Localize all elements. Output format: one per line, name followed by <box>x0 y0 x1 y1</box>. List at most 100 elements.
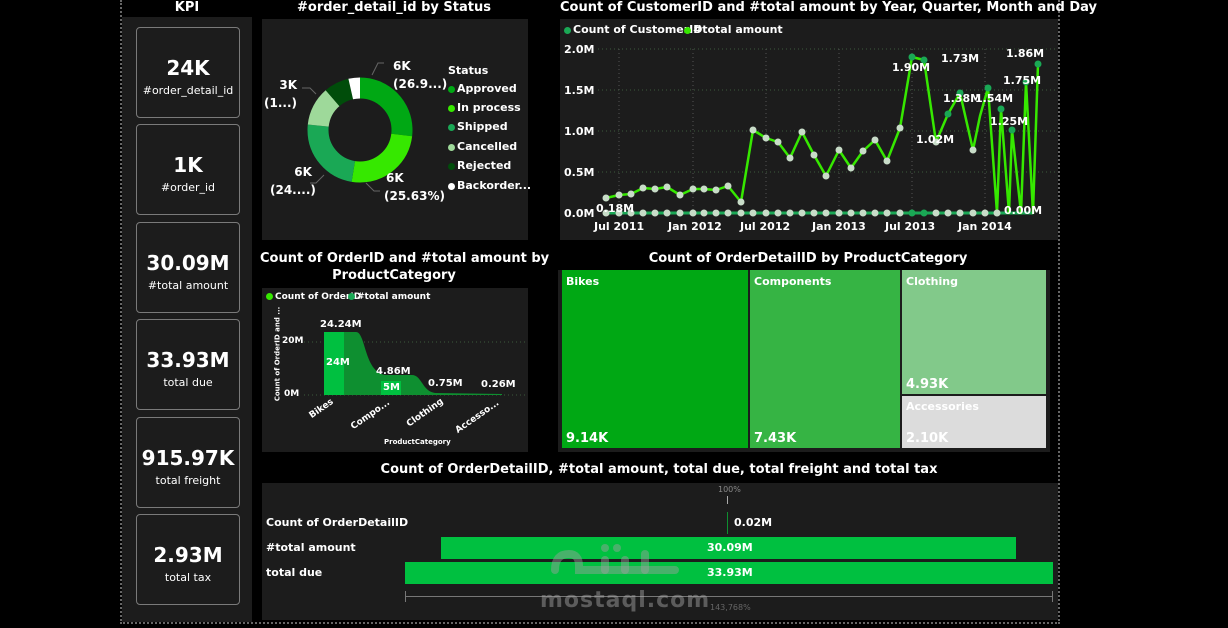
treemap-tile-bikes[interactable]: Bikes 9.14K <box>562 270 748 448</box>
data-label: 5M <box>383 382 400 393</box>
area-chart-plot[interactable] <box>262 288 528 452</box>
legend-label: Count of CustomerID <box>573 23 703 36</box>
donut-label-cancelled: 3K (1...) <box>264 76 297 112</box>
area-visual[interactable]: Count of OrderID and #total amount by Pr… <box>260 248 550 454</box>
donut-visual[interactable]: #order_detail_id by Status 6K (26.9... <box>260 0 531 240</box>
legend-rejected[interactable]: Rejected <box>448 159 511 172</box>
label-pct: (26.9...) <box>393 77 448 91</box>
kpi-card-total-tax[interactable]: 2.93M total tax <box>136 514 240 605</box>
bars-top-axis: 100% <box>718 485 741 494</box>
bars-range-start <box>405 591 406 602</box>
kpi-label: #order_id <box>160 181 216 194</box>
donut-chart[interactable] <box>262 19 528 240</box>
kpi-card-order-id[interactable]: 1K #order_id <box>136 124 240 215</box>
treemap-title: Count of OrderDetailID by ProductCategor… <box>648 251 968 266</box>
kpi-card-total-freight[interactable]: 915.97K total freight <box>136 417 240 508</box>
y-tick: 0.0M <box>564 207 595 220</box>
legend-dot-icon <box>448 182 455 190</box>
kpi-label: total due <box>163 376 213 389</box>
kpi-panel: KPI 24K #order_detail_id 1K #order_id 30… <box>122 0 252 622</box>
bars-panel: 100% Count of OrderDetailID #total amoun… <box>262 483 1058 620</box>
legend-in-process[interactable]: In process <box>448 101 521 114</box>
donut-title: #order_detail_id by Status <box>297 0 491 15</box>
bar-value: 30.09M <box>707 541 753 554</box>
bar-total-amount[interactable] <box>441 537 1016 559</box>
kpi-label: total tax <box>164 571 212 584</box>
bars-range-line <box>405 596 1053 597</box>
treemap-tile-clothing[interactable]: Clothing 4.93K <box>902 270 1046 394</box>
label-pct: (25.63%) <box>384 189 445 203</box>
label-value: 6K <box>386 171 404 185</box>
annotation: 0.18M <box>596 202 635 215</box>
bar-row-label: total due <box>266 566 323 579</box>
kpi-value: 33.93M <box>146 348 230 372</box>
legend-dot-icon <box>448 123 455 131</box>
line-legend-customer[interactable]: Count of CustomerID <box>564 23 702 36</box>
kpi-card-order-detail-id[interactable]: 24K #order_detail_id <box>136 27 240 118</box>
donut-label-approved: 6K (26.9...) <box>393 57 447 93</box>
bar-order-detail-id[interactable] <box>727 512 728 534</box>
tile-label: Bikes <box>566 275 600 288</box>
line-legend-amount[interactable]: #total amount <box>684 23 783 36</box>
dashboard-canvas: KPI 24K #order_detail_id 1K #order_id 30… <box>120 0 1097 624</box>
x-tick: Jan 2013 <box>812 220 866 233</box>
area-legend-orderid[interactable]: Count of OrderID <box>266 292 361 302</box>
area-title-line1: Count of OrderID and #total amount by <box>260 251 550 266</box>
legend-dot-icon <box>448 104 455 112</box>
legend-dot-icon <box>564 26 571 34</box>
x-tick: Jul 2011 <box>594 220 645 233</box>
kpi-card-total-due[interactable]: 33.93M total due <box>136 319 240 410</box>
bar-total-due[interactable] <box>405 562 1053 584</box>
legend-label: Rejected <box>457 159 512 172</box>
area-panel: Count of OrderID #total amount Count of … <box>262 288 528 452</box>
kpi-label: total freight <box>155 474 221 487</box>
annotation: 1.75M <box>1003 74 1042 87</box>
treemap-panel: Bikes 9.14K Components 7.43K Clothing 4.… <box>558 270 1050 452</box>
legend-backorder[interactable]: Backorder... <box>448 179 531 192</box>
y-tick: 0M <box>284 389 300 399</box>
area-legend-amount[interactable]: #total amount <box>348 292 430 302</box>
legend-approved[interactable]: Approved <box>448 82 517 95</box>
legend-label: In process <box>457 101 521 114</box>
tile-value: 2.10K <box>906 431 949 446</box>
line-title: Count of CustomerID and #total amount by… <box>560 0 1097 15</box>
label-value: 3K <box>279 78 297 92</box>
legend-dot-icon <box>448 162 455 170</box>
kpi-value: 24K <box>166 56 210 80</box>
kpi-card-total-amount[interactable]: 30.09M #total amount <box>136 222 240 313</box>
treemap-tile-accessories[interactable]: Accessories 2.10K <box>902 396 1046 448</box>
data-label: 0.26M <box>481 379 516 390</box>
donut-label-shipped: 6K (24....) <box>270 163 316 199</box>
label-value: 6K <box>393 59 411 73</box>
kpi-title: KPI <box>174 0 200 15</box>
bars-bottom-axis: 143,768% <box>710 603 751 612</box>
legend-cancelled[interactable]: Cancelled <box>448 140 517 153</box>
bars-visual[interactable]: Count of OrderDetailID, #total amount, t… <box>260 460 1058 622</box>
x-tick: Jan 2014 <box>958 220 1012 233</box>
line-visual[interactable]: Count of CustomerID and #total amount by… <box>560 0 1097 240</box>
donut-panel: 6K (26.9...) 6K (25.63%) 6K (24....) 3K … <box>262 19 531 240</box>
kpi-value: 30.09M <box>146 251 230 275</box>
bars-100pct-tick <box>727 496 728 504</box>
legend-label: Count of OrderID <box>275 292 362 302</box>
label-pct: (24....) <box>270 183 316 197</box>
watermark-logo-icon <box>551 544 679 574</box>
line-chart-plot[interactable] <box>560 19 1058 240</box>
data-label: 24M <box>326 357 350 368</box>
treemap-tile-components[interactable]: Components 7.43K <box>750 270 900 448</box>
legend-dot-icon <box>684 26 691 34</box>
legend-dot-icon <box>348 293 355 300</box>
x-tick: Jul 2013 <box>885 220 936 233</box>
annotation: 1.86M <box>1006 47 1045 60</box>
bar-row-label: Count of OrderDetailID <box>266 516 409 529</box>
x-tick: Jul 2012 <box>740 220 791 233</box>
watermark-text: mostaql.com <box>540 588 711 613</box>
area-title-line2: ProductCategory <box>332 268 456 283</box>
annotation: 1.54M <box>975 92 1014 105</box>
y-tick: 0.5M <box>564 166 595 179</box>
legend-shipped[interactable]: Shipped <box>448 120 508 133</box>
legend-label: Cancelled <box>457 140 518 153</box>
treemap-visual[interactable]: Count of OrderDetailID by ProductCategor… <box>558 248 1058 454</box>
label-value: 6K <box>294 165 312 179</box>
kpi-label: #order_detail_id <box>142 84 234 97</box>
